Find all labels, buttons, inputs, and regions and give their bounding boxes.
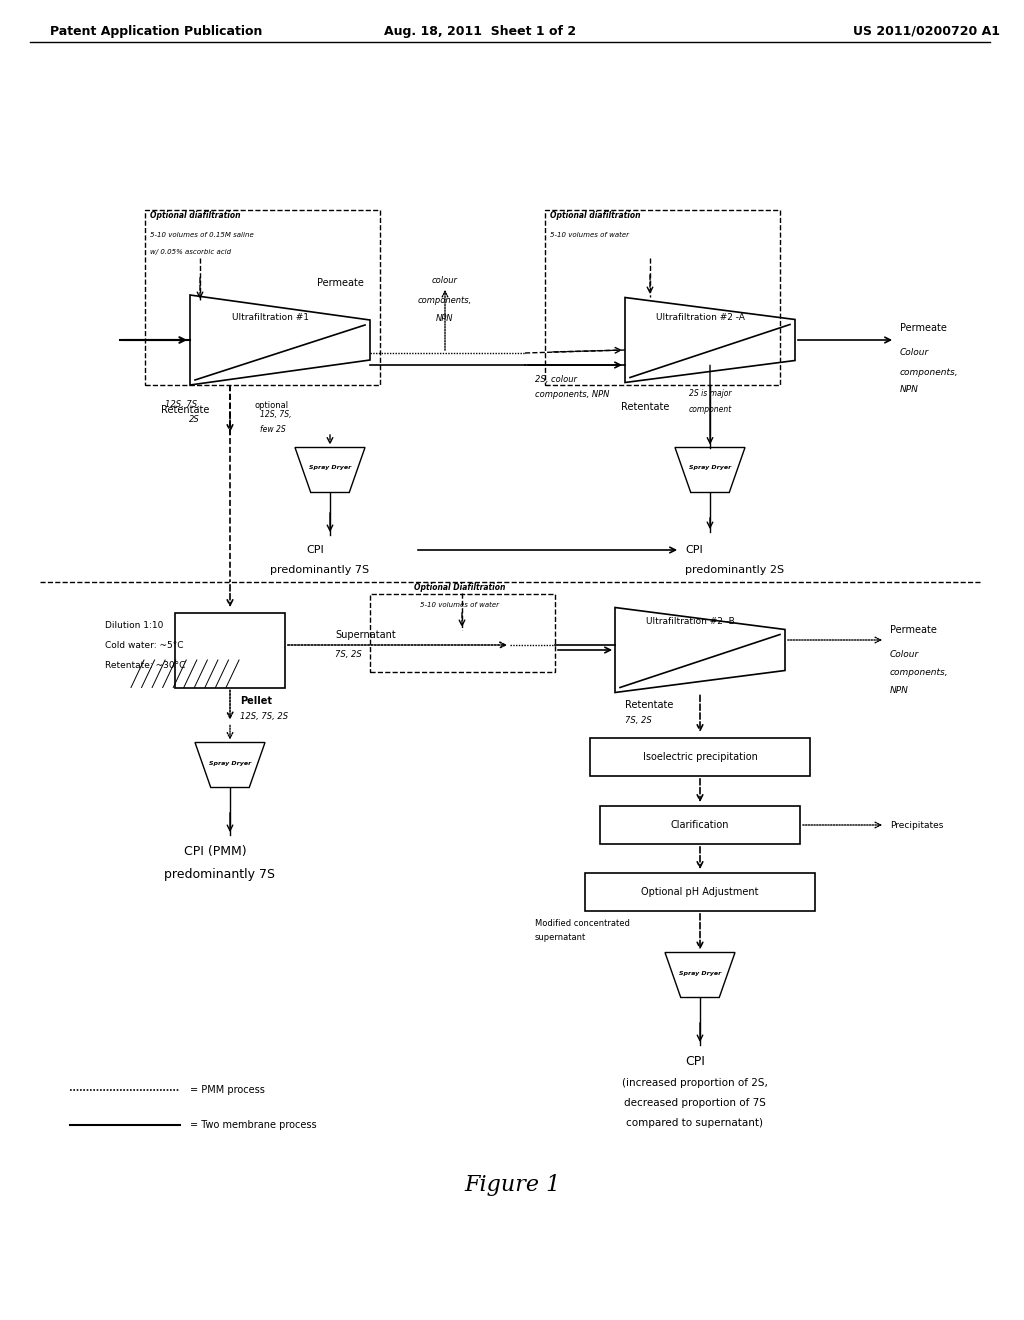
Text: Spray Dryer: Spray Dryer xyxy=(209,760,251,766)
Bar xyxy=(370,594,555,672)
Text: NPN: NPN xyxy=(436,314,454,323)
Text: 2S is major: 2S is major xyxy=(689,389,731,399)
Text: Ultrafiltration #1: Ultrafiltration #1 xyxy=(231,313,308,322)
Text: supernatant: supernatant xyxy=(535,933,587,942)
Text: predominantly 7S: predominantly 7S xyxy=(270,565,370,576)
Text: components,: components, xyxy=(900,368,958,378)
Text: Optional pH Adjustment: Optional pH Adjustment xyxy=(641,887,759,898)
Text: NPN: NPN xyxy=(900,385,919,393)
Text: 5-10 volumes of water: 5-10 volumes of water xyxy=(550,232,629,238)
Text: 2S, colour: 2S, colour xyxy=(535,375,577,384)
Text: Spray Dryer: Spray Dryer xyxy=(309,466,351,470)
Text: CPI (PMM): CPI (PMM) xyxy=(183,845,247,858)
Text: Ultrafiltration #2 -B: Ultrafiltration #2 -B xyxy=(645,618,734,627)
Text: Patent Application Publication: Patent Application Publication xyxy=(50,25,262,38)
Text: Pellet: Pellet xyxy=(240,696,272,705)
Polygon shape xyxy=(195,742,265,788)
Bar xyxy=(545,210,780,385)
Text: 5-10 volumes of 0.15M saline: 5-10 volumes of 0.15M saline xyxy=(150,232,254,238)
Text: Spray Dryer: Spray Dryer xyxy=(679,970,721,975)
Text: = PMM process: = PMM process xyxy=(190,1085,265,1096)
Text: Supernatant: Supernatant xyxy=(335,630,395,640)
Bar xyxy=(585,873,815,911)
Text: Retentate: Retentate xyxy=(621,403,670,412)
Text: component: component xyxy=(688,404,731,413)
Text: 7S, 2S: 7S, 2S xyxy=(335,651,361,660)
Text: Clarification: Clarification xyxy=(671,820,729,830)
Bar xyxy=(145,210,380,385)
Polygon shape xyxy=(675,447,745,492)
Text: Permeate: Permeate xyxy=(890,624,937,635)
Polygon shape xyxy=(665,953,735,998)
Text: Optional diafiltration: Optional diafiltration xyxy=(150,211,241,220)
Text: 12S, 7S,: 12S, 7S, xyxy=(260,411,292,420)
Text: CPI: CPI xyxy=(685,1055,705,1068)
Text: = Two membrane process: = Two membrane process xyxy=(190,1119,316,1130)
Text: Modified concentrated: Modified concentrated xyxy=(535,919,630,928)
Text: components,: components, xyxy=(418,296,472,305)
Text: predominantly 7S: predominantly 7S xyxy=(165,869,275,880)
Text: Ultrafiltration #2 -A: Ultrafiltration #2 -A xyxy=(655,313,744,322)
Text: components, NPN: components, NPN xyxy=(535,389,609,399)
Text: Retentate: Retentate xyxy=(161,405,209,414)
Text: Retentate: ~30°C: Retentate: ~30°C xyxy=(105,660,185,669)
Text: Permeate: Permeate xyxy=(316,279,364,288)
Text: Retentate: Retentate xyxy=(625,700,674,710)
Text: predominantly 2S: predominantly 2S xyxy=(685,565,784,576)
Text: colour: colour xyxy=(432,276,458,285)
Text: Figure 1: Figure 1 xyxy=(464,1173,560,1196)
Text: 5-10 volumes of water: 5-10 volumes of water xyxy=(421,602,500,609)
Text: optional: optional xyxy=(255,400,289,409)
Text: w/ 0.05% ascorbic acid: w/ 0.05% ascorbic acid xyxy=(150,249,231,255)
Bar xyxy=(600,807,800,843)
Text: 12S, 7S, 2S: 12S, 7S, 2S xyxy=(240,713,288,722)
Text: Permeate: Permeate xyxy=(900,323,947,333)
Text: Dilution 1:10: Dilution 1:10 xyxy=(105,620,164,630)
Text: 2S: 2S xyxy=(189,416,200,425)
Text: US 2011/0200720 A1: US 2011/0200720 A1 xyxy=(853,25,1000,38)
Polygon shape xyxy=(295,447,365,492)
Text: Spray Dryer: Spray Dryer xyxy=(689,466,731,470)
Text: Colour: Colour xyxy=(890,649,920,659)
Text: few 2S: few 2S xyxy=(260,425,286,434)
Text: Optional Diafiltration: Optional Diafiltration xyxy=(415,583,506,591)
Bar xyxy=(175,612,285,688)
Text: decreased proportion of 7S: decreased proportion of 7S xyxy=(624,1098,766,1107)
Text: (increased proportion of 2S,: (increased proportion of 2S, xyxy=(622,1078,768,1088)
Text: 12S, 7S,: 12S, 7S, xyxy=(165,400,200,409)
Text: Colour: Colour xyxy=(900,348,929,356)
Text: Cold water: ~5°C: Cold water: ~5°C xyxy=(105,640,183,649)
Text: 7S, 2S: 7S, 2S xyxy=(625,717,651,726)
Text: Precipitates: Precipitates xyxy=(890,821,943,829)
Text: compared to supernatant): compared to supernatant) xyxy=(627,1118,764,1129)
Text: NPN: NPN xyxy=(890,686,909,696)
Text: CPI: CPI xyxy=(685,545,702,554)
Text: components,: components, xyxy=(890,668,948,677)
Text: Isoelectric precipitation: Isoelectric precipitation xyxy=(643,752,758,762)
Bar xyxy=(590,738,810,776)
Text: Aug. 18, 2011  Sheet 1 of 2: Aug. 18, 2011 Sheet 1 of 2 xyxy=(384,25,577,38)
Text: Optional diafiltration: Optional diafiltration xyxy=(550,211,640,220)
Text: CPI: CPI xyxy=(306,545,324,554)
